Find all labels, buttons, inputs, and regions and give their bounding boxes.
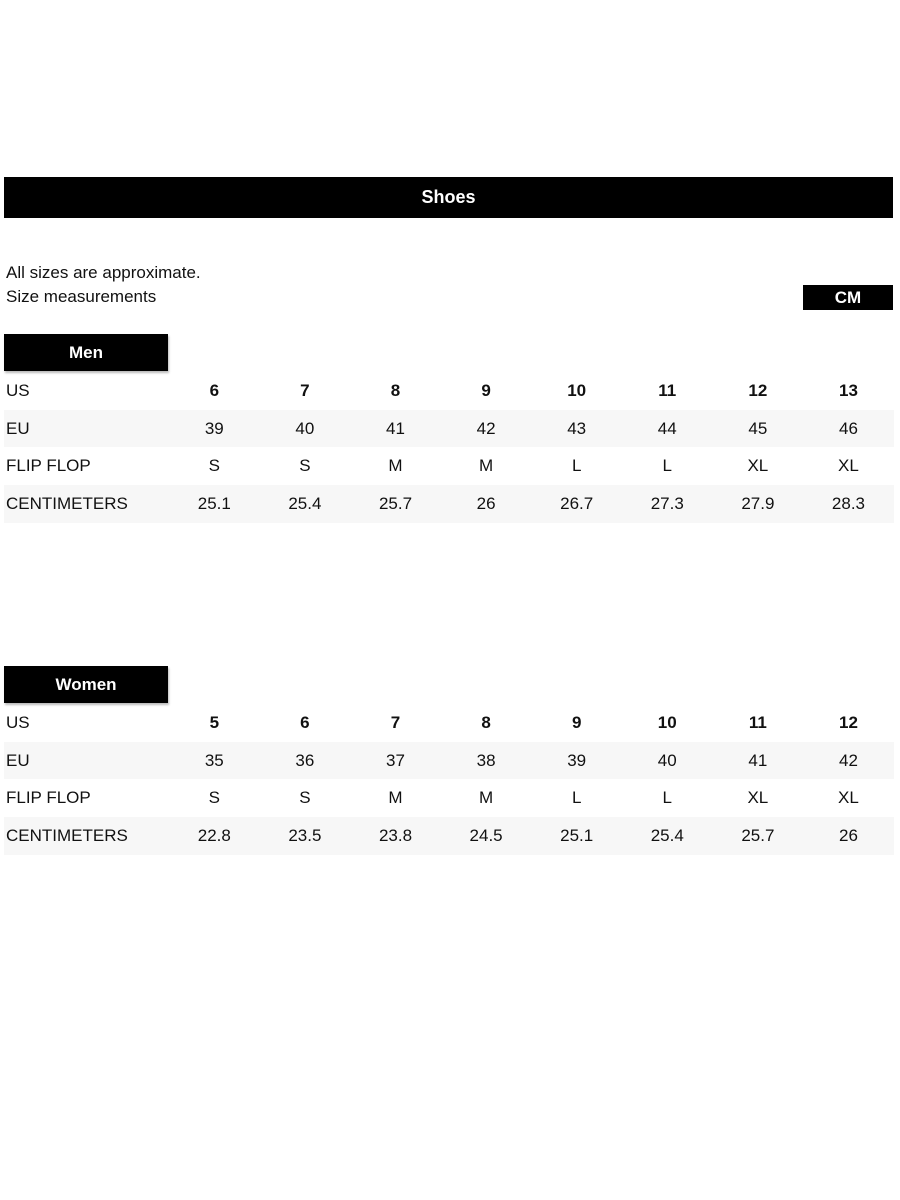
table-cell: 40: [657, 750, 677, 770]
row-label: US: [6, 712, 30, 732]
table-cell: 41: [748, 750, 768, 770]
table-cell: 43: [567, 418, 587, 438]
section-label: Women: [4, 666, 168, 703]
table-row: FLIP FLOP S S M M L L XL XL: [4, 779, 894, 817]
table-cell: 40: [295, 418, 315, 438]
table-cell: 25.4: [288, 493, 322, 513]
table-cell: 38: [476, 750, 496, 770]
table-row: CENTIMETERS 25.1 25.4 25.7 26 26.7 27.3 27.9 28.…: [4, 485, 894, 523]
row-label: EU: [6, 750, 30, 770]
table-cell: L: [571, 788, 582, 808]
table-cell: 6: [300, 712, 310, 732]
table-row: US 5 6 7 8 9 10 11 12: [4, 704, 894, 742]
table-cell: 8: [481, 712, 491, 732]
note-approximate: All sizes are approximate.: [6, 263, 201, 282]
table-cell: 7: [300, 380, 310, 400]
table-cell: 42: [838, 750, 858, 770]
table-cell: 11: [748, 712, 767, 732]
table-cell: 39: [204, 418, 224, 438]
table-cell: L: [662, 456, 672, 476]
table-cell: 10: [567, 380, 587, 400]
table-cell: 10: [657, 712, 677, 732]
table-row: EU 39 40 41 42 43 44 45 46: [4, 409, 894, 448]
table-cell: 42: [476, 418, 496, 438]
table-cell: 13: [838, 380, 858, 400]
table-cell: S: [208, 456, 220, 476]
table-cell: 12: [748, 380, 768, 400]
table-cell: S: [299, 456, 311, 476]
table-cell: 23.5: [288, 825, 322, 845]
row-label: FLIP FLOP: [6, 788, 91, 808]
table-cell: 44: [657, 418, 677, 438]
table-cell: 45: [748, 418, 768, 438]
table-cell: XL: [747, 788, 769, 808]
table-cell: XL: [838, 456, 859, 476]
row-label: FLIP FLOP: [6, 456, 91, 476]
table-cell: 25.1: [560, 825, 594, 845]
table-cell: M: [478, 456, 494, 476]
table-row: FLIP FLOP S S M M L L XL XL: [4, 447, 894, 485]
table-cell: S: [299, 788, 311, 808]
table-cell: 27.9: [741, 493, 775, 513]
table-cell: 9: [481, 380, 491, 400]
table-cell: 28.3: [831, 493, 865, 513]
table-cell: L: [662, 788, 672, 808]
table-cell: 26: [476, 493, 496, 513]
table-cell: 26.7: [560, 493, 594, 513]
table-cell: 5: [209, 712, 220, 732]
table-cell: 25.4: [650, 825, 684, 845]
table-cell: 7: [390, 712, 401, 732]
table-cell: 25.7: [378, 493, 413, 513]
table-cell: 46: [838, 418, 858, 438]
note-measurements: Size measurements: [6, 287, 157, 306]
table-cell: L: [571, 456, 582, 476]
table-row: CENTIMETERS 22.8 23.5 23.8 24.5 25.1 25.4 25.7 2…: [4, 817, 894, 855]
table-cell: M: [388, 456, 403, 476]
table-cell: 8: [390, 380, 401, 400]
section-label: Men: [4, 334, 168, 371]
table-cell: 6: [209, 380, 220, 400]
table-row: US 6 7 8 9 10 11 12 13: [4, 372, 894, 410]
table-cell: 41: [386, 418, 405, 438]
table-cell: 26: [838, 825, 858, 845]
table-cell: 27.3: [650, 493, 684, 513]
table-cell: M: [388, 788, 403, 808]
unit-badge: CM: [803, 285, 893, 310]
table-cell: 35: [204, 750, 224, 770]
page-title: Shoes: [4, 177, 893, 218]
row-label: CENTIMETERS: [6, 825, 128, 845]
table-cell: 39: [567, 750, 587, 770]
table-cell: 25.1: [197, 493, 231, 513]
table-cell: 22.8: [197, 825, 231, 845]
table-cell: 9: [571, 712, 582, 732]
table-row: EU 35 36 37 38 39 40 41 42: [4, 741, 894, 780]
table-cell: XL: [747, 456, 769, 476]
table-cell: XL: [838, 788, 859, 808]
table-cell: 11: [658, 380, 677, 400]
table-cell: 23.8: [378, 825, 413, 845]
table-cell: 37: [386, 750, 405, 770]
row-label: CENTIMETERS: [6, 493, 128, 513]
row-label: EU: [6, 418, 30, 438]
row-label: US: [6, 380, 30, 400]
table-cell: 36: [295, 750, 315, 770]
table-cell: 25.7: [741, 825, 775, 845]
table-cell: S: [208, 788, 220, 808]
table-cell: 24.5: [469, 825, 503, 845]
table-cell: 12: [838, 712, 858, 732]
table-cell: M: [478, 788, 494, 808]
